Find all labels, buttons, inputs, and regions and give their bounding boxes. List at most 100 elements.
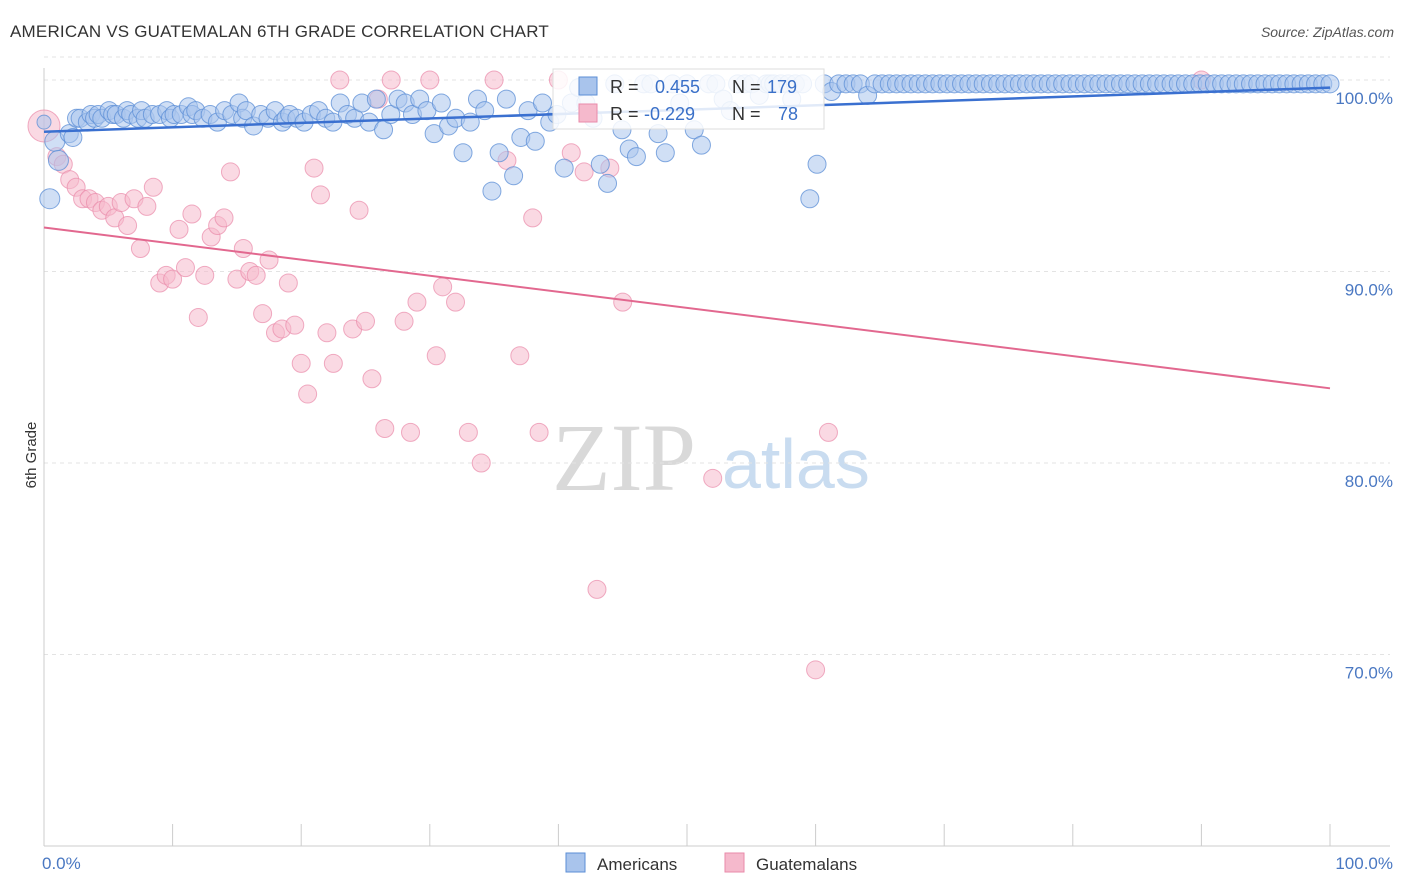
guatemalans-point (118, 216, 138, 236)
stats-box-frame (552, 68, 825, 130)
watermark-zip: ZIP (552, 404, 696, 511)
axes (43, 68, 1390, 847)
guatemalans-point (703, 468, 723, 488)
americans-r-value: 0.455 (655, 77, 700, 97)
americans-point (366, 89, 386, 109)
guatemalans-point (362, 369, 382, 389)
y-axis-label: 6th Grade (23, 422, 40, 489)
y-tick-labels: 70.0% 80.0% 90.0% 100.0% (1335, 89, 1393, 683)
guatemalans-point (458, 422, 478, 442)
guatemalans-point (143, 177, 163, 197)
americans-point (47, 149, 69, 171)
source-label: Source: ZipAtlas.com (1260, 24, 1394, 40)
x-tick-labels: 0.0% 100.0% (42, 854, 1393, 873)
guatemalans-point (323, 353, 343, 373)
americans-point (590, 154, 610, 174)
guatemalans-point (446, 292, 466, 312)
americans-n-label: N = (732, 77, 761, 97)
y-tick-label: 100.0% (1335, 89, 1393, 108)
legend-americans-swatch (565, 852, 586, 873)
guatemalans-point (195, 265, 215, 285)
guatemalans-point (330, 70, 350, 90)
guatemalans-point (806, 660, 826, 680)
guatemalans-point (349, 200, 369, 220)
guatemalans-trend-line (43, 226, 1331, 390)
guatemalans-point (375, 419, 395, 439)
guatemalans-point (401, 422, 421, 442)
x-tick-label: 100.0% (1335, 854, 1393, 873)
guatemalans-point (356, 311, 375, 331)
guatemalans-point (613, 292, 633, 312)
guatemalans-point (291, 353, 311, 373)
americans-point (63, 127, 83, 147)
americans-point (39, 188, 61, 210)
guatemalans-point (818, 422, 838, 442)
guatemalans-point (188, 307, 208, 327)
guatemalans-point (220, 162, 240, 182)
americans-point (36, 114, 52, 130)
americans-point (691, 135, 711, 155)
guatemalans-point (523, 208, 543, 228)
guatemalans-point (317, 323, 337, 343)
guatemalans-point (246, 265, 266, 285)
grid-lines (44, 56, 1390, 655)
legend-guatemalans-swatch (724, 852, 745, 873)
guatemalans-point (233, 239, 253, 259)
guatemalans-n-value: 78 (778, 104, 798, 124)
guatemalans-point (182, 204, 202, 224)
guatemalans-point (587, 579, 607, 599)
guatemalans-point (510, 346, 530, 366)
guatemalans-stats-swatch (578, 103, 598, 123)
americans-point (482, 181, 502, 201)
americans-n-value: 179 (767, 77, 797, 97)
americans-point (554, 158, 574, 178)
guatemalans-point (304, 158, 324, 178)
guatemalans-point (130, 239, 150, 259)
guatemalans-points (27, 70, 1211, 680)
guatemalans-point (214, 208, 234, 228)
guatemalans-point (381, 70, 401, 90)
guatemalans-point (529, 422, 549, 442)
americans-point (525, 131, 545, 151)
americans-point (475, 101, 495, 121)
americans-point (504, 166, 524, 186)
guatemalans-point (433, 277, 453, 297)
watermark-atlas: atlas (722, 425, 870, 503)
americans-point (496, 89, 516, 109)
guatemalans-point (310, 185, 330, 205)
legend-guatemalans-label: Guatemalans (756, 855, 857, 874)
americans-point (533, 93, 553, 113)
guatemalans-point (285, 315, 305, 335)
guatemalans-point (471, 453, 491, 473)
guatemalans-point (253, 304, 273, 324)
americans-r-label: R = (610, 77, 639, 97)
americans-point (489, 143, 509, 163)
guatemalans-point (278, 273, 298, 293)
legend-americans-label: Americans (597, 855, 677, 874)
guatemalans-point (420, 70, 440, 90)
guatemalans-point (175, 258, 195, 278)
guatemalans-point (169, 219, 189, 239)
y-tick-label: 80.0% (1345, 472, 1393, 491)
guatemalans-n-label: N = (732, 104, 761, 124)
y-tick-label: 70.0% (1345, 664, 1393, 683)
legend: Americans Guatemalans (565, 852, 857, 874)
guatemalans-point (163, 269, 183, 289)
americans-point (800, 189, 820, 209)
americans-stats-swatch (578, 76, 598, 96)
guatemalans-point (484, 70, 504, 90)
guatemalans-point (394, 311, 414, 331)
guatemalans-r-value: -0.229 (644, 104, 695, 124)
americans-point (598, 173, 618, 193)
guatemalans-point (426, 346, 446, 366)
stats-box: R = 0.455 N = 179 R = -0.229 N = 78 (552, 68, 825, 130)
y-tick-label: 90.0% (1345, 281, 1393, 300)
americans-point (655, 143, 675, 163)
guatemalans-point (574, 162, 594, 182)
americans-point (431, 93, 451, 113)
guatemalans-point (407, 292, 427, 312)
guatemalans-point (137, 196, 157, 216)
guatemalans-point (298, 384, 318, 404)
americans-point (807, 154, 827, 174)
